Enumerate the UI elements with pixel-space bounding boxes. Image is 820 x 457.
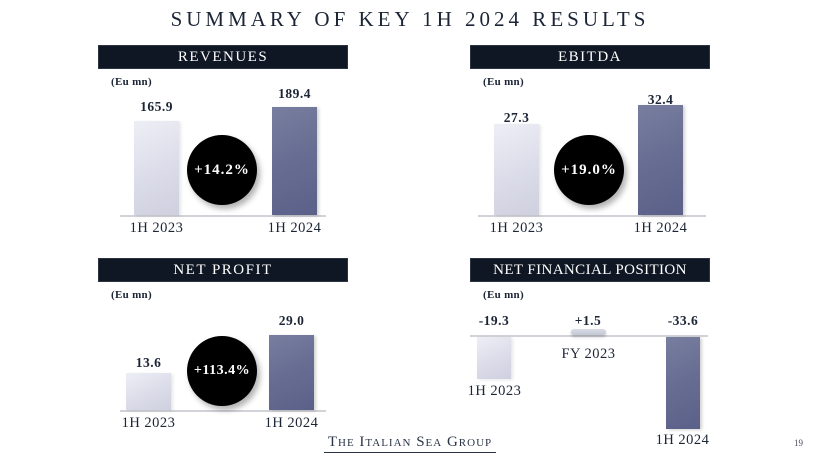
bar-value-label: 189.4 xyxy=(278,86,311,101)
panel-ebitda-header: EBITDA xyxy=(470,45,710,69)
bar-value-label: 165.9 xyxy=(140,99,173,114)
panel-revenues-header: REVENUES xyxy=(98,45,348,69)
unit-label: (Eu mn) xyxy=(483,76,524,88)
bar-1h2024 xyxy=(269,335,314,410)
page-number: 19 xyxy=(794,438,803,448)
bar-1h2023 xyxy=(494,124,539,215)
category-label: 1H 2023 xyxy=(121,415,176,431)
category-label: 1H 2024 xyxy=(267,220,322,236)
bar-1h2023 xyxy=(126,373,171,410)
panel-net-profit: NET PROFIT (Eu mn) 13.6 29.0 +113.4% 1H … xyxy=(98,258,348,453)
company-logo: The Italian Sea Group xyxy=(0,433,820,453)
panel-ebitda: EBITDA (Eu mn) 27.3 32.4 +19.0% 1H 2023 … xyxy=(470,45,710,250)
unit-label: (Eu mn) xyxy=(111,76,152,88)
bar-1h2024 xyxy=(272,107,317,215)
bar-value-label: -33.6 xyxy=(667,313,699,328)
panel-net-profit-header: NET PROFIT xyxy=(98,258,348,282)
bar-1h2024-negative xyxy=(666,337,700,429)
company-logo-text: The Italian Sea Group xyxy=(323,434,497,453)
category-label: 1H 2023 xyxy=(467,383,522,399)
bar-value-label: +1.5 xyxy=(574,313,602,328)
bar-value-label: 29.0 xyxy=(278,313,305,328)
slide-title: SUMMARY OF KEY 1H 2024 RESULTS xyxy=(170,7,650,31)
bar-value-label: 13.6 xyxy=(135,355,162,370)
x-axis-line xyxy=(478,215,706,217)
unit-label: (Eu mn) xyxy=(483,289,524,301)
bar-fy2023-positive xyxy=(571,329,606,335)
x-axis-line xyxy=(120,410,326,412)
unit-label: (Eu mn) xyxy=(111,289,152,301)
panel-net-financial-position: NET FINANCIAL POSITION (Eu mn) -19.3 +1.… xyxy=(468,258,710,457)
growth-badge: +14.2% xyxy=(187,135,257,205)
x-axis-line xyxy=(120,215,326,217)
panel-net-financial-position-header: NET FINANCIAL POSITION xyxy=(470,258,710,282)
growth-badge: +19.0% xyxy=(554,135,624,205)
growth-badge: +113.4% xyxy=(187,336,257,406)
bar-value-label: -19.3 xyxy=(478,313,510,328)
bar-1h2024 xyxy=(638,105,683,215)
bar-1h2023 xyxy=(134,121,179,215)
bar-1h2023-negative xyxy=(477,337,511,379)
category-label: 1H 2023 xyxy=(129,220,184,236)
category-label: FY 2023 xyxy=(561,346,616,362)
bar-value-label: 27.3 xyxy=(503,110,530,125)
bar-value-label: 32.4 xyxy=(647,92,674,107)
category-label: 1H 2024 xyxy=(633,220,688,236)
category-label: 1H 2024 xyxy=(655,432,710,448)
panel-revenues: REVENUES (Eu mn) 165.9 189.4 +14.2% 1H 2… xyxy=(98,45,348,250)
category-label: 1H 2024 xyxy=(264,415,319,431)
x-axis-line xyxy=(470,335,708,337)
category-label: 1H 2023 xyxy=(489,220,544,236)
